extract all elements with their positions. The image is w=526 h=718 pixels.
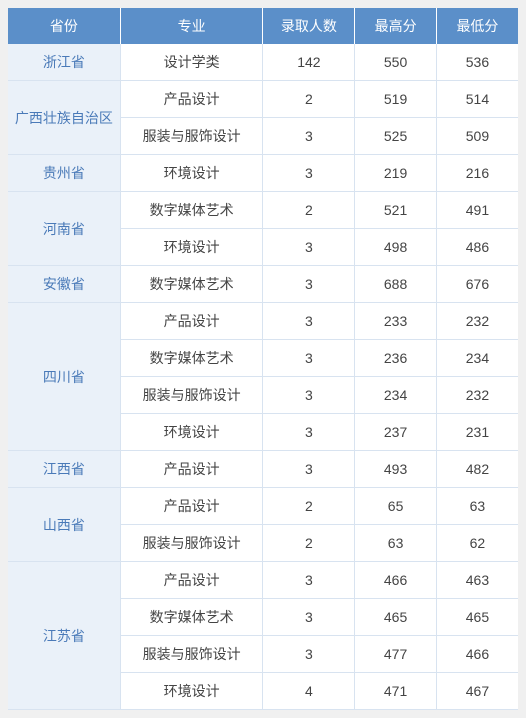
cell-count: 3 xyxy=(263,414,355,451)
cell-major: 设计学类 xyxy=(120,44,263,81)
cell-province: 广西壮族自治区 xyxy=(8,81,120,155)
cell-major: 环境设计 xyxy=(120,155,263,192)
cell-major: 服装与服饰设计 xyxy=(120,377,263,414)
cell-count: 3 xyxy=(263,562,355,599)
cell-low: 466 xyxy=(436,636,518,673)
cell-province: 四川省 xyxy=(8,303,120,451)
cell-low: 465 xyxy=(436,599,518,636)
cell-low: 232 xyxy=(436,303,518,340)
cell-low: 509 xyxy=(436,118,518,155)
cell-province: 河南省 xyxy=(8,192,120,266)
cell-major: 产品设计 xyxy=(120,562,263,599)
table-row: 山西省产品设计26563 xyxy=(8,488,518,525)
header-row: 省份 专业 录取人数 最高分 最低分 xyxy=(8,8,518,44)
cell-low: 231 xyxy=(436,414,518,451)
cell-high: 550 xyxy=(355,44,437,81)
cell-major: 服装与服饰设计 xyxy=(120,118,263,155)
cell-major: 数字媒体艺术 xyxy=(120,192,263,229)
cell-major: 产品设计 xyxy=(120,488,263,525)
cell-high: 236 xyxy=(355,340,437,377)
cell-low: 232 xyxy=(436,377,518,414)
cell-high: 63 xyxy=(355,525,437,562)
cell-count: 3 xyxy=(263,377,355,414)
cell-major: 产品设计 xyxy=(120,81,263,118)
cell-low: 514 xyxy=(436,81,518,118)
table-row: 广西壮族自治区产品设计2519514 xyxy=(8,81,518,118)
cell-count: 2 xyxy=(263,525,355,562)
table-row: 江苏省产品设计3466463 xyxy=(8,562,518,599)
cell-high: 477 xyxy=(355,636,437,673)
cell-province: 浙江省 xyxy=(8,44,120,81)
cell-major: 服装与服饰设计 xyxy=(120,525,263,562)
cell-major: 服装与服饰设计 xyxy=(120,636,263,673)
cell-low: 467 xyxy=(436,673,518,710)
header-count: 录取人数 xyxy=(263,8,355,44)
cell-count: 142 xyxy=(263,44,355,81)
cell-count: 3 xyxy=(263,229,355,266)
cell-high: 219 xyxy=(355,155,437,192)
cell-low: 536 xyxy=(436,44,518,81)
header-high: 最高分 xyxy=(355,8,437,44)
cell-low: 234 xyxy=(436,340,518,377)
header-province: 省份 xyxy=(8,8,120,44)
cell-low: 463 xyxy=(436,562,518,599)
cell-count: 2 xyxy=(263,192,355,229)
header-low: 最低分 xyxy=(436,8,518,44)
cell-high: 688 xyxy=(355,266,437,303)
cell-province: 江苏省 xyxy=(8,562,120,710)
cell-province: 安徽省 xyxy=(8,266,120,303)
cell-low: 491 xyxy=(436,192,518,229)
cell-high: 65 xyxy=(355,488,437,525)
table-row: 安徽省数字媒体艺术3688676 xyxy=(8,266,518,303)
cell-major: 数字媒体艺术 xyxy=(120,599,263,636)
cell-low: 676 xyxy=(436,266,518,303)
cell-major: 数字媒体艺术 xyxy=(120,340,263,377)
cell-low: 62 xyxy=(436,525,518,562)
cell-high: 465 xyxy=(355,599,437,636)
cell-count: 3 xyxy=(263,155,355,192)
cell-count: 3 xyxy=(263,118,355,155)
cell-high: 237 xyxy=(355,414,437,451)
cell-province: 贵州省 xyxy=(8,155,120,192)
table-row: 四川省产品设计3233232 xyxy=(8,303,518,340)
cell-high: 498 xyxy=(355,229,437,266)
cell-major: 数字媒体艺术 xyxy=(120,266,263,303)
cell-low: 216 xyxy=(436,155,518,192)
header-major: 专业 xyxy=(120,8,263,44)
table-row: 贵州省环境设计3219216 xyxy=(8,155,518,192)
admission-table: 省份 专业 录取人数 最高分 最低分 浙江省设计学类142550536广西壮族自… xyxy=(8,8,518,710)
cell-low: 482 xyxy=(436,451,518,488)
cell-province: 山西省 xyxy=(8,488,120,562)
cell-count: 2 xyxy=(263,81,355,118)
cell-major: 产品设计 xyxy=(120,451,263,488)
cell-low: 63 xyxy=(436,488,518,525)
cell-low: 486 xyxy=(436,229,518,266)
cell-count: 3 xyxy=(263,303,355,340)
cell-high: 493 xyxy=(355,451,437,488)
cell-high: 466 xyxy=(355,562,437,599)
cell-major: 产品设计 xyxy=(120,303,263,340)
table-row: 河南省数字媒体艺术2521491 xyxy=(8,192,518,229)
cell-high: 525 xyxy=(355,118,437,155)
cell-major: 环境设计 xyxy=(120,673,263,710)
cell-province: 江西省 xyxy=(8,451,120,488)
cell-count: 3 xyxy=(263,451,355,488)
cell-high: 521 xyxy=(355,192,437,229)
cell-major: 环境设计 xyxy=(120,414,263,451)
cell-high: 471 xyxy=(355,673,437,710)
cell-high: 233 xyxy=(355,303,437,340)
cell-count: 3 xyxy=(263,636,355,673)
cell-count: 3 xyxy=(263,266,355,303)
cell-count: 3 xyxy=(263,340,355,377)
table-row: 江西省产品设计3493482 xyxy=(8,451,518,488)
cell-high: 519 xyxy=(355,81,437,118)
cell-count: 4 xyxy=(263,673,355,710)
cell-count: 2 xyxy=(263,488,355,525)
cell-count: 3 xyxy=(263,599,355,636)
cell-high: 234 xyxy=(355,377,437,414)
table-row: 浙江省设计学类142550536 xyxy=(8,44,518,81)
admission-table-wrap: 省份 专业 录取人数 最高分 最低分 浙江省设计学类142550536广西壮族自… xyxy=(8,8,518,710)
cell-major: 环境设计 xyxy=(120,229,263,266)
table-body: 浙江省设计学类142550536广西壮族自治区产品设计2519514服装与服饰设… xyxy=(8,44,518,710)
